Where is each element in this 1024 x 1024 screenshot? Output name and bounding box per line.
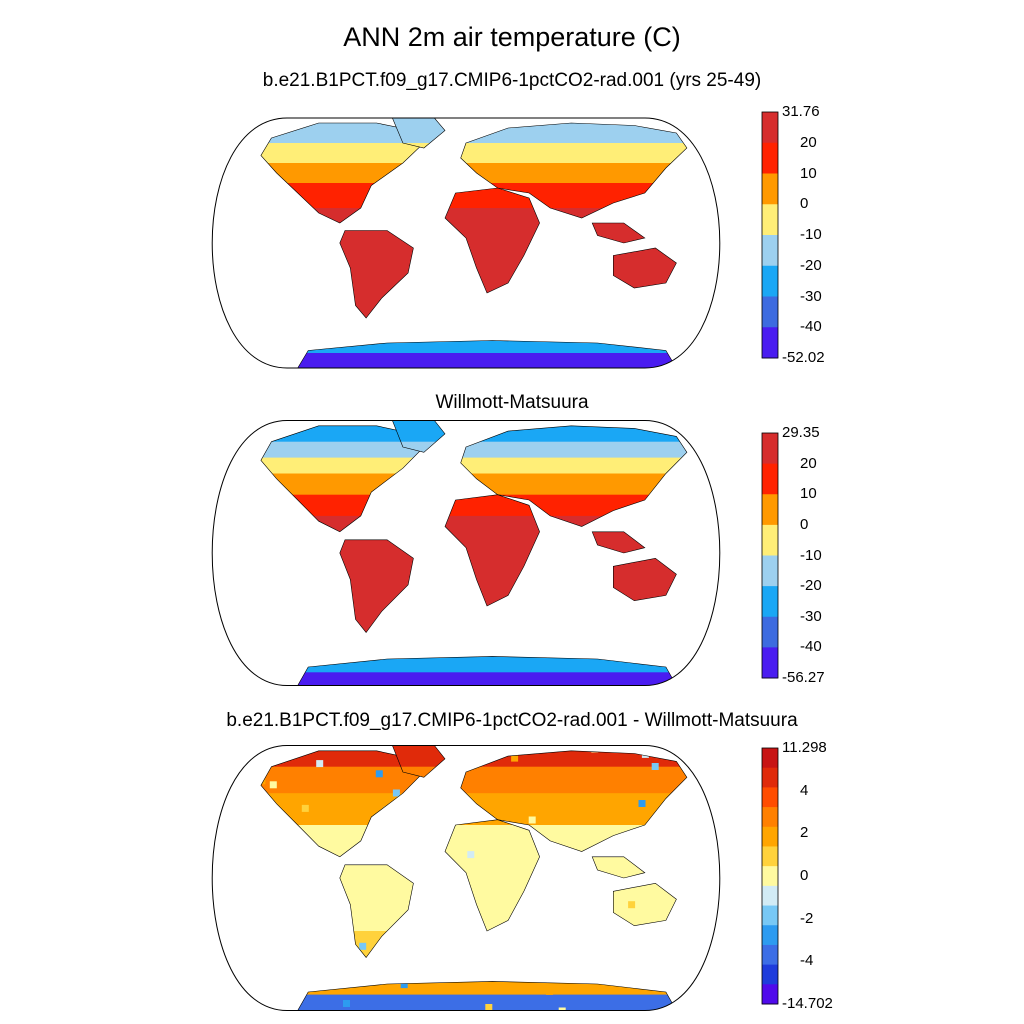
panel-3-colorbar-label: -4 [800,952,814,970]
panel-2-colorbar-swatch [762,555,778,587]
panel-1-subtitle: b.e21.B1PCT.f09_g17.CMIP6-1pctCO2-rad.00… [262,70,762,91]
panel-1-colorbar-swatch [762,296,778,328]
panel-2-colorbar-swatch [762,586,778,618]
panel-3-eurasia-coast [460,750,688,852]
panel-2-map [260,420,688,686]
panel-3-colorbar-swatch [762,866,778,887]
panel-2-colorbar-swatch [762,433,778,465]
panel-2-colorbar [761,432,779,679]
panel-3-colorbar-swatch [762,767,778,788]
panel-2-colorbar-label: 29.35 [782,424,820,441]
panel-3-northAmerica-coast [260,750,425,858]
panel-1-colorbar-swatch [762,265,778,297]
panel-2-colorbar-swatch [762,494,778,526]
panel-3-colorbar-swatch [762,826,778,847]
panel-1-colorbar-swatch [762,142,778,174]
panel-2-eurasia-coast [460,425,688,527]
panel-3-map [260,745,688,1011]
panel-1-northAmerica-coast [260,122,425,224]
panel-2-antarctica-coast [297,656,677,686]
panel-1-colorbar-swatch [762,204,778,236]
panel-2-colorbar-label: 10 [800,485,817,503]
panel-2-colorbar-label: -56.27 [782,669,825,686]
panel-2-australia-coast [612,557,677,602]
panel-3-colorbar-swatch [762,964,778,985]
panel-1-australia-coast [612,247,677,289]
panel-1-colorbar-label: -30 [800,287,822,305]
panel-2-colorbar-label: -30 [800,607,822,625]
panel-3-colorbar-swatch [762,944,778,966]
panel-3-colorbar-swatch [762,905,778,926]
panel-3-map-outline [211,745,721,1011]
panel-2-colorbar-label: 20 [800,454,817,472]
panel-1-eurasia-coast [460,122,688,219]
panel-1-colorbar-swatch [762,327,778,359]
panel-3-colorbar-swatch [762,885,778,907]
panel-3-southAmerica-coast [339,864,414,958]
panel-3-africa-coast [444,819,540,932]
figure-title: ANN 2m air temperature (C) [343,22,681,52]
panel-2-map-outline [211,420,721,686]
panel-3-colorbar-label: -2 [800,909,814,927]
panel-3-australia-coast [612,882,677,927]
panel-1-seAsia-coast [591,222,646,244]
panel-3-colorbar-swatch [762,984,778,1005]
panel-3-subtitle: b.e21.B1PCT.f09_g17.CMIP6-1pctCO2-rad.00… [226,710,798,731]
panel-1-map-outline [211,117,721,369]
panel-2-colorbar-label: 0 [800,515,809,533]
panel-3-greenland-land [392,745,445,778]
panel-1-colorbar-swatch [762,112,778,144]
panel-2-colorbar-swatch [762,524,778,557]
panel-3-colorbar-swatch [762,787,778,808]
panel-3-antarctica-land [297,981,677,1011]
panel-1-colorbar-label: 31.76 [782,103,820,120]
panel-2-greenland-land [392,420,445,453]
panel-1-colorbar-label: -20 [800,256,822,274]
panel-3-colorbar-swatch [762,846,778,867]
panel-3-antarctica-coast [297,981,677,1011]
panel-1-colorbar-label: -10 [800,226,822,243]
panel-3-colorbar-swatch [762,748,778,769]
panel-2-colorbar-swatch [762,463,778,495]
panel-3-colorbar-label: 4 [800,781,809,799]
panel-2-subtitle: Willmott-Matsuura [435,392,589,413]
panel-3-colorbar [761,747,779,1005]
panel-3-colorbar-label: 11.298 [782,739,827,756]
panel-1-colorbar-label: 20 [800,133,817,151]
panel-3-seAsia-coast [591,856,646,879]
panel-1-colorbar-label: -40 [800,318,822,336]
panel-1-colorbar-label: -52.02 [782,349,825,366]
panel-2-colorbar-label: -40 [800,638,822,656]
panel-2-greenland-coast [391,420,446,453]
panel-2-colorbar-swatch [762,647,778,679]
panel-3-colorbar-label: -14.702 [782,995,833,1012]
panel-2-colorbar-swatch [762,616,778,648]
panel-3-colorbar-label: 0 [800,867,809,884]
panel-3-colorbar-swatch [762,925,778,946]
panel-3-colorbar-swatch [762,807,778,828]
panel-1-colorbar-swatch [762,235,778,267]
panel-1-colorbar [761,111,779,359]
panel-1-colorbar-label: 0 [800,195,809,213]
panel-1-africa-coast [444,187,540,294]
panel-1-colorbar-label: 10 [800,164,817,182]
panel-1-antarctica-coast [297,340,677,368]
panel-1-map [260,118,688,368]
panel-3-greenland-coast [391,745,446,778]
panel-3-australia-land [613,883,677,926]
panel-2-northAmerica-coast [260,425,425,533]
panel-2-africa-coast [444,494,540,607]
panel-2-colorbar-label: -10 [800,546,822,564]
panel-2-antarctica-land [297,656,677,686]
panel-2-southAmerica-coast [339,539,414,633]
panel-3-colorbar-label: 2 [800,824,809,842]
panel-1-antarctica-land [297,340,677,368]
panel-2-seAsia-coast [591,531,646,554]
panel-1-colorbar-swatch [762,173,778,205]
panel-2-colorbar-label: -20 [800,577,822,595]
panel-1-greenland-coast [391,118,446,149]
panel-1-southAmerica-coast [339,230,414,319]
